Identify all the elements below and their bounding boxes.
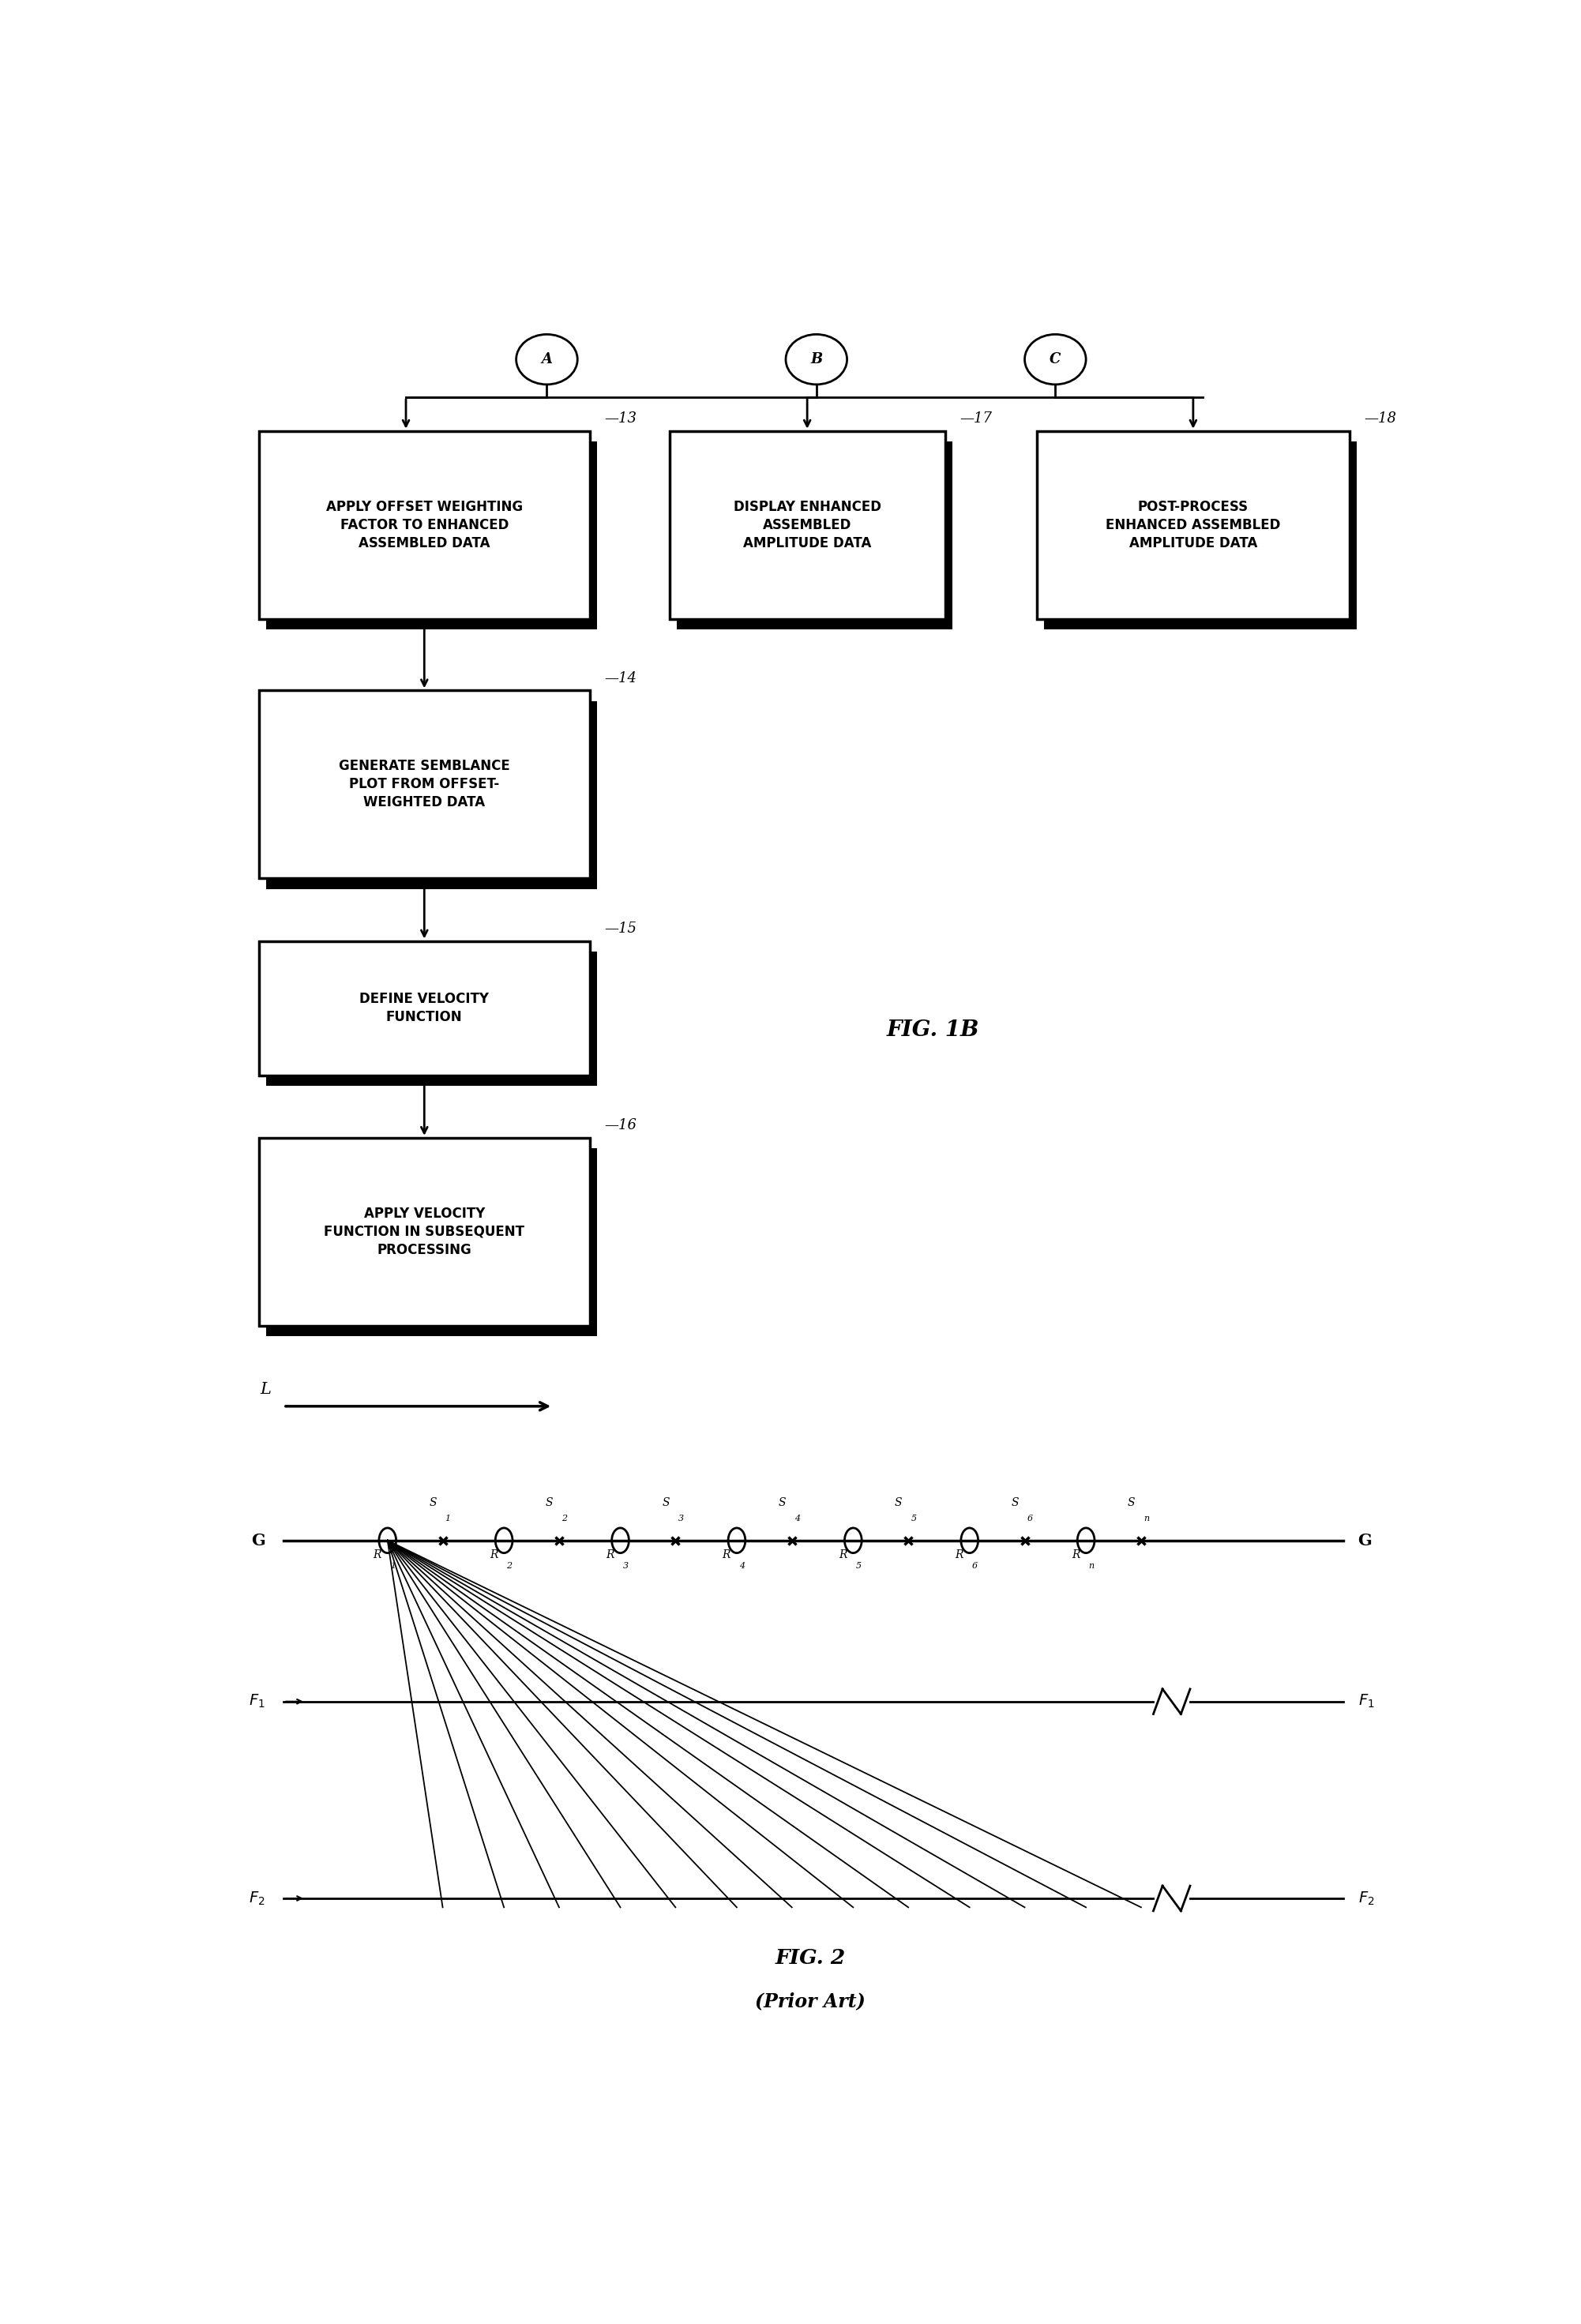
Text: S: S bbox=[545, 1497, 553, 1508]
Text: 2: 2 bbox=[561, 1515, 568, 1522]
Text: —18: —18 bbox=[1364, 411, 1396, 425]
Text: $F_1$: $F_1$ bbox=[248, 1694, 266, 1710]
Text: S: S bbox=[428, 1497, 436, 1508]
Text: 6: 6 bbox=[972, 1562, 977, 1569]
Ellipse shape bbox=[786, 335, 847, 383]
Text: —16: —16 bbox=[604, 1118, 637, 1132]
Text: R: R bbox=[373, 1550, 381, 1559]
Text: DISPLAY ENHANCED
ASSEMBLED
AMPLITUDE DATA: DISPLAY ENHANCED ASSEMBLED AMPLITUDE DAT… bbox=[734, 500, 881, 551]
Text: DEFINE VELOCITY
FUNCTION: DEFINE VELOCITY FUNCTION bbox=[359, 992, 489, 1025]
Text: n: n bbox=[1088, 1562, 1094, 1569]
Text: 6: 6 bbox=[1028, 1515, 1032, 1522]
Text: 3: 3 bbox=[678, 1515, 683, 1522]
FancyBboxPatch shape bbox=[259, 430, 590, 618]
Text: S: S bbox=[1012, 1497, 1018, 1508]
FancyBboxPatch shape bbox=[677, 442, 952, 630]
Text: B: B bbox=[811, 353, 822, 367]
Text: G: G bbox=[1358, 1532, 1372, 1548]
FancyBboxPatch shape bbox=[266, 953, 598, 1085]
FancyBboxPatch shape bbox=[266, 702, 598, 890]
Text: R: R bbox=[840, 1550, 847, 1559]
Text: C: C bbox=[1050, 353, 1061, 367]
Text: R: R bbox=[490, 1550, 498, 1559]
Text: R: R bbox=[606, 1550, 613, 1559]
Text: 3: 3 bbox=[623, 1562, 628, 1569]
Text: 4: 4 bbox=[794, 1515, 800, 1522]
Text: 5: 5 bbox=[911, 1515, 917, 1522]
Text: R: R bbox=[723, 1550, 730, 1559]
Text: —15: —15 bbox=[604, 920, 637, 937]
Text: (Prior Art): (Prior Art) bbox=[756, 1992, 865, 2010]
Text: S: S bbox=[895, 1497, 903, 1508]
FancyBboxPatch shape bbox=[669, 430, 945, 618]
Text: 1: 1 bbox=[446, 1515, 451, 1522]
Text: A: A bbox=[541, 353, 552, 367]
FancyBboxPatch shape bbox=[259, 941, 590, 1076]
Text: 2: 2 bbox=[506, 1562, 512, 1569]
Text: APPLY OFFSET WEIGHTING
FACTOR TO ENHANCED
ASSEMBLED DATA: APPLY OFFSET WEIGHTING FACTOR TO ENHANCE… bbox=[326, 500, 523, 551]
Text: S: S bbox=[1127, 1497, 1135, 1508]
Text: 4: 4 bbox=[740, 1562, 745, 1569]
Text: $F_2$: $F_2$ bbox=[248, 1889, 266, 1906]
Text: —17: —17 bbox=[960, 411, 993, 425]
FancyBboxPatch shape bbox=[1045, 442, 1356, 630]
Text: 5: 5 bbox=[855, 1562, 862, 1569]
Text: 1: 1 bbox=[391, 1562, 395, 1569]
Text: —13: —13 bbox=[604, 411, 637, 425]
Text: GENERATE SEMBLANCE
PLOT FROM OFFSET-
WEIGHTED DATA: GENERATE SEMBLANCE PLOT FROM OFFSET- WEI… bbox=[338, 760, 511, 809]
Text: $F_1$: $F_1$ bbox=[1358, 1694, 1374, 1710]
Text: G: G bbox=[251, 1532, 266, 1548]
Ellipse shape bbox=[515, 335, 577, 383]
FancyBboxPatch shape bbox=[266, 1148, 598, 1336]
Text: S: S bbox=[662, 1497, 669, 1508]
Text: L: L bbox=[261, 1383, 272, 1397]
FancyBboxPatch shape bbox=[266, 442, 598, 630]
Text: POST-PROCESS
ENHANCED ASSEMBLED
AMPLITUDE DATA: POST-PROCESS ENHANCED ASSEMBLED AMPLITUD… bbox=[1105, 500, 1281, 551]
Text: R: R bbox=[955, 1550, 963, 1559]
Text: FIG. 1B: FIG. 1B bbox=[887, 1020, 979, 1041]
Text: —14: —14 bbox=[604, 672, 637, 686]
Text: FIG. 2: FIG. 2 bbox=[775, 1948, 846, 1968]
FancyBboxPatch shape bbox=[259, 1139, 590, 1325]
FancyBboxPatch shape bbox=[1037, 430, 1350, 618]
Text: $F_2$: $F_2$ bbox=[1358, 1889, 1374, 1906]
Ellipse shape bbox=[1024, 335, 1086, 383]
Text: n: n bbox=[1143, 1515, 1149, 1522]
Text: R: R bbox=[1072, 1550, 1080, 1559]
Text: S: S bbox=[778, 1497, 786, 1508]
FancyBboxPatch shape bbox=[259, 690, 590, 878]
Text: APPLY VELOCITY
FUNCTION IN SUBSEQUENT
PROCESSING: APPLY VELOCITY FUNCTION IN SUBSEQUENT PR… bbox=[324, 1206, 525, 1257]
